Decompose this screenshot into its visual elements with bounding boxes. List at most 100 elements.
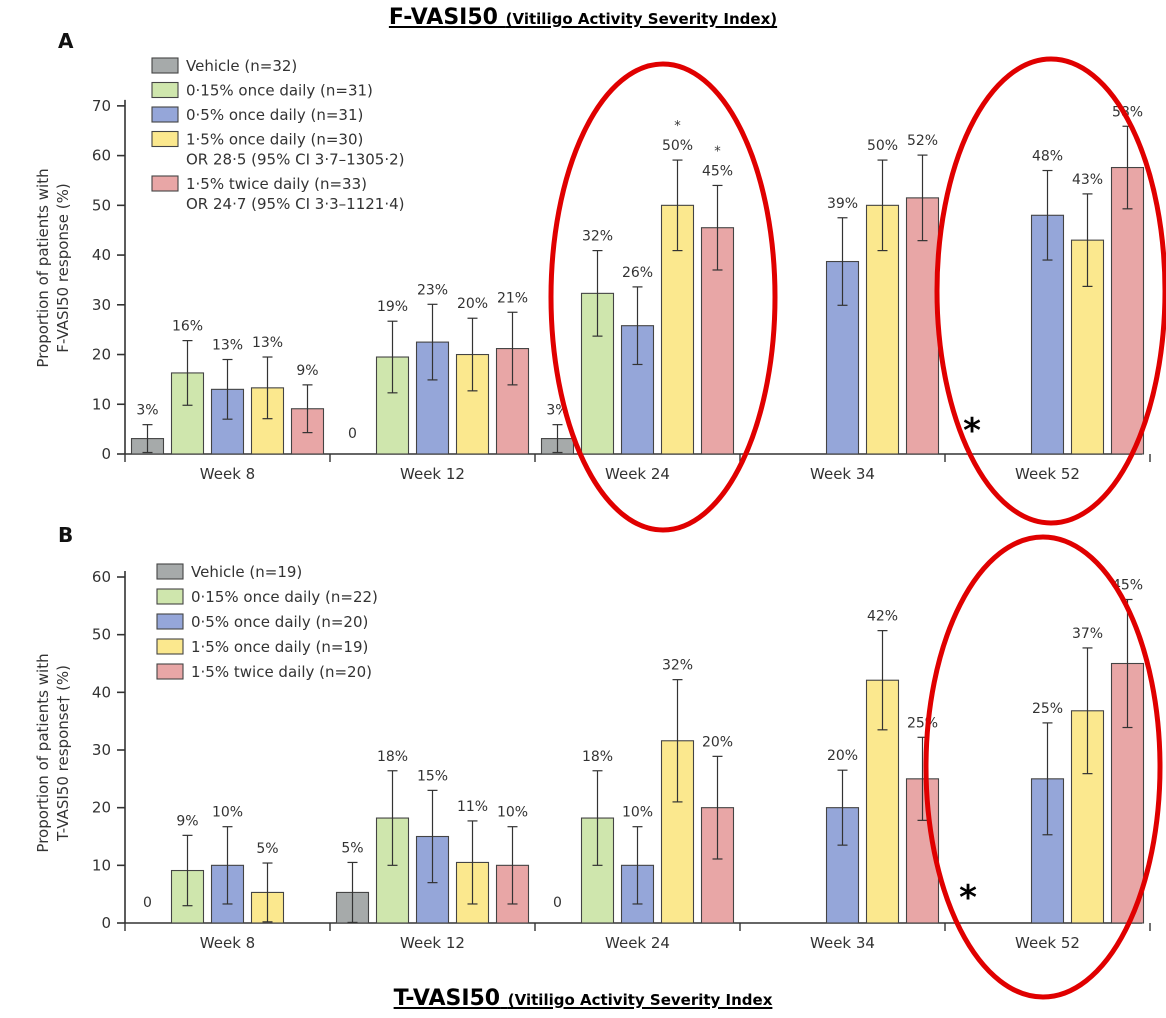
data-label: 13% [252, 335, 283, 351]
data-label: 23% [417, 282, 448, 298]
chart-title-top-main: F-VASI50 [388, 5, 498, 30]
y-axis-label-line: F-VASI50 response (%) [54, 183, 72, 352]
data-label: 42% [867, 609, 898, 625]
data-label: 32% [582, 229, 613, 245]
x-tick-label: Week 34 [810, 934, 875, 952]
legend-label: 0·15% once daily (n=22) [191, 588, 378, 606]
y-tick-label: 20 [92, 799, 111, 817]
bar [580, 292, 615, 455]
bar [1110, 166, 1145, 455]
legend-swatch [151, 57, 179, 74]
x-tick-label: Week 52 [1015, 465, 1080, 483]
x-tick-label: Week 24 [605, 465, 670, 483]
panel-label: B [58, 523, 73, 547]
legend-label: 1·5% twice daily (n=33) [186, 175, 367, 193]
highlight-ring [923, 534, 1163, 1000]
legend-swatch [156, 563, 184, 580]
legend-label: Vehicle (n=19) [191, 563, 302, 581]
data-label: 25% [1032, 701, 1063, 717]
y-tick-label: 50 [92, 196, 111, 214]
data-label: 10% [622, 805, 653, 821]
legend-label: 1·5% once daily (n=30) [186, 131, 363, 149]
data-label: 16% [172, 319, 203, 335]
data-label: 0 [143, 895, 152, 911]
legend-note: OR 28·5 (95% CI 3·7–1305·2) [186, 151, 404, 169]
y-tick-label: 20 [92, 346, 111, 364]
data-label: 0 [348, 426, 357, 442]
legend-note: OR 24·7 (95% CI 3·3–1121·4) [186, 195, 404, 213]
data-label: 25% [907, 715, 938, 731]
x-tick-label: Week 12 [400, 934, 465, 952]
data-label: 3% [136, 403, 158, 419]
annotation-asterisk: * [963, 411, 981, 451]
significance-mark: * [674, 119, 681, 134]
legend-label: Vehicle (n=32) [186, 57, 297, 75]
y-tick-label: 60 [92, 147, 111, 165]
data-label: 45% [702, 163, 733, 179]
y-tick-label: 0 [101, 914, 111, 932]
legend-label: 0·5% once daily (n=20) [191, 613, 368, 631]
data-label: 21% [497, 290, 528, 306]
data-label: 10% [497, 805, 528, 821]
data-label: 39% [827, 196, 858, 212]
chart-title-bottom: T-VASI50 (Vitiligo Activity Severity Ind… [0, 986, 1166, 1011]
y-axis-label: Proportion of patients with F-VASI50 resp… [34, 168, 72, 367]
data-label: 20% [827, 748, 858, 764]
y-tick-label: 40 [92, 246, 111, 264]
y-tick-label: 10 [92, 395, 111, 413]
highlight-ring [934, 56, 1166, 526]
chart-title-bottom-sub: (Vitiligo Activity Severity Index [507, 991, 773, 1009]
legend-swatch [156, 663, 184, 680]
panel-a: A 0 10 20 30 40 50 60 70 Proportion of patients w… [34, 29, 1166, 533]
data-label: 5% [341, 840, 363, 856]
legend-label: 1·5% once daily (n=19) [191, 638, 368, 656]
legend-swatch [156, 613, 184, 630]
x-tick-label: Week 34 [810, 465, 875, 483]
data-label: 0 [553, 895, 562, 911]
y-axis-label-line: T-VASI50 response† (%) [54, 665, 72, 842]
data-label: 20% [702, 734, 733, 750]
data-label: 18% [377, 749, 408, 765]
y-tick-label: 0 [101, 445, 111, 463]
data-label: 18% [582, 749, 613, 765]
significance-mark: * [714, 144, 721, 159]
y-tick-label: 60 [92, 568, 111, 586]
data-label: 11% [457, 799, 488, 815]
y-axis-label-line: Proportion of patients with [34, 653, 52, 852]
data-label: 9% [296, 363, 318, 379]
data-label: 26% [622, 265, 653, 281]
data-label: 50% [867, 138, 898, 154]
legend-swatch [151, 81, 179, 99]
legend-swatch [151, 130, 179, 148]
data-label: 19% [377, 299, 408, 315]
data-label: 20% [457, 296, 488, 312]
x-tick-label: Week 52 [1015, 934, 1080, 952]
data-label: 37% [1072, 626, 1103, 642]
data-label: 13% [212, 338, 243, 354]
chart-title-top-sub: (Vitiligo Activity Severity Index) [505, 10, 778, 28]
y-tick-label: 30 [92, 296, 111, 314]
x-tick-label: Week 12 [400, 465, 465, 483]
x-tick-label: Week 24 [605, 934, 670, 952]
y-tick-label: 40 [92, 683, 111, 701]
legend-swatch [151, 175, 179, 192]
bar [660, 740, 695, 924]
data-label: 15% [417, 768, 448, 784]
x-tick-label: Week 8 [200, 934, 255, 952]
annotation-asterisk: * [959, 878, 977, 918]
legend-swatch [156, 588, 184, 605]
data-label: 50% [662, 138, 693, 154]
y-axis-label-line: Proportion of patients with [34, 168, 52, 367]
bar [700, 227, 735, 455]
data-label: 48% [1032, 149, 1063, 165]
data-label: 43% [1072, 172, 1103, 188]
legend-swatch [156, 638, 184, 655]
legend-label: 0·5% once daily (n=31) [186, 106, 363, 124]
legend-label: 0·15% once daily (n=31) [186, 82, 373, 100]
y-tick-label: 70 [92, 97, 111, 115]
panel-label: A [58, 29, 74, 53]
data-label: 5% [256, 841, 278, 857]
panel-b: B 0 10 20 30 40 50 60 Proportion of patients wit… [34, 523, 1163, 1000]
legend-label: 1·5% twice daily (n=20) [191, 663, 372, 681]
